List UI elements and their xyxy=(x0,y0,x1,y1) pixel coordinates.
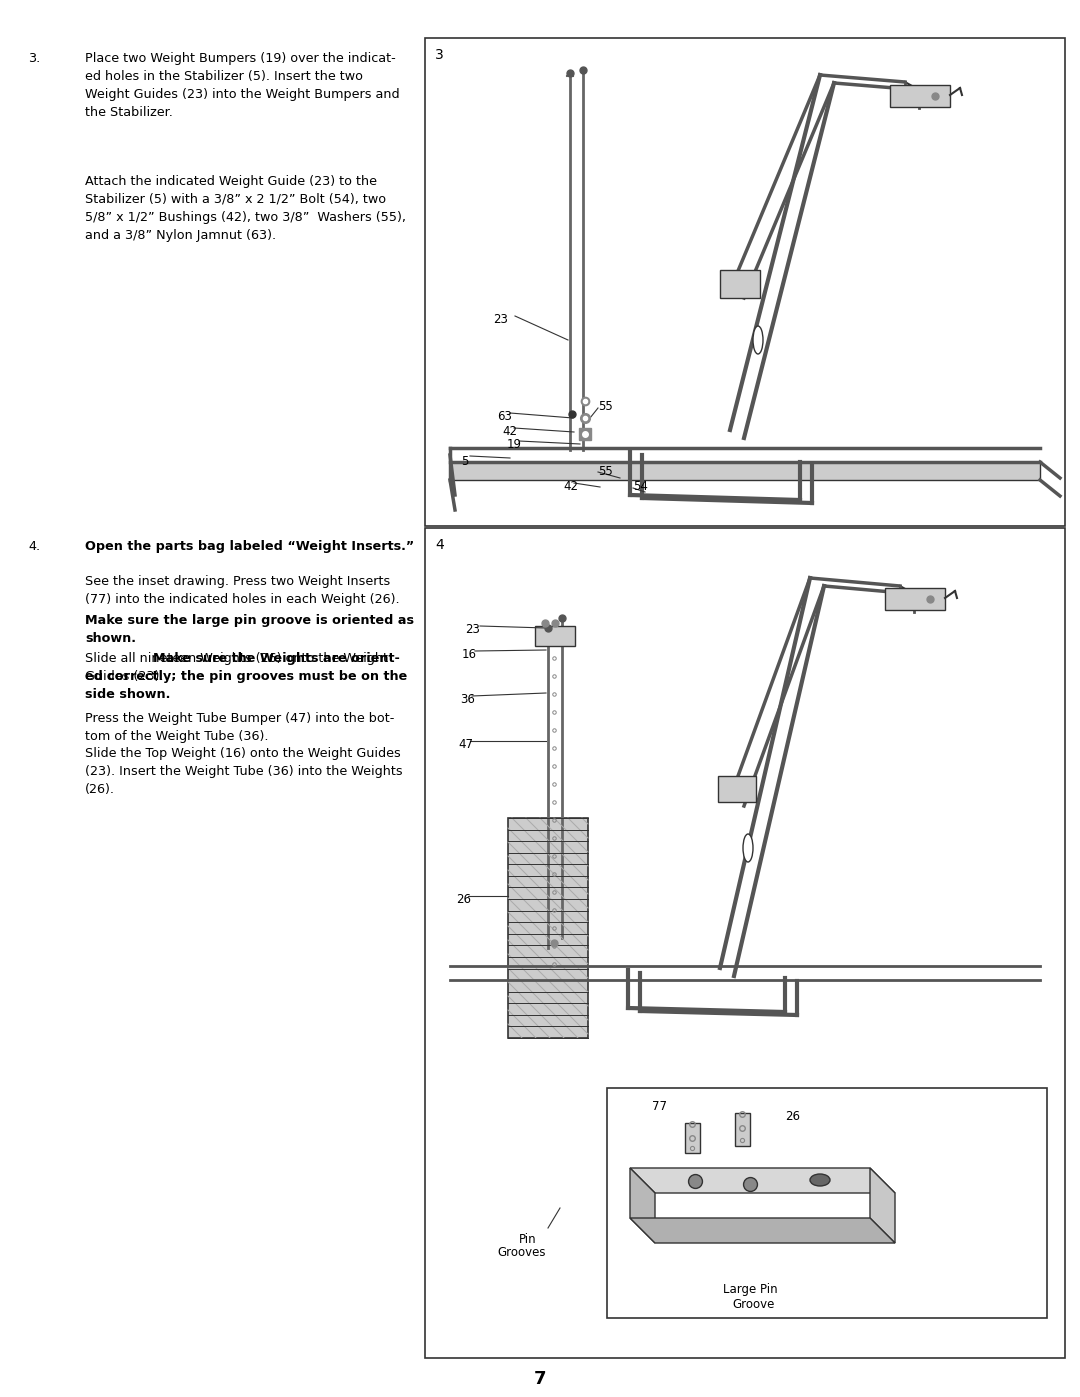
Bar xyxy=(718,775,756,802)
Text: 3.: 3. xyxy=(28,52,40,66)
Ellipse shape xyxy=(753,326,762,353)
Text: 23: 23 xyxy=(465,623,480,636)
Bar xyxy=(885,588,945,610)
Bar xyxy=(426,38,1065,527)
Text: Slide all nineteen Weights (26) onto the Weight
Guides (23).: Slide all nineteen Weights (26) onto the… xyxy=(85,652,388,683)
Text: 36: 36 xyxy=(460,693,475,705)
Text: Stabilizer (5) with a 3/8” x 2 1/2” Bolt (54), two: Stabilizer (5) with a 3/8” x 2 1/2” Bolt… xyxy=(85,193,387,205)
Text: 4: 4 xyxy=(435,538,444,552)
Text: 5/8” x 1/2” Bushings (42), two 3/8”  Washers (55),: 5/8” x 1/2” Bushings (42), two 3/8” Wash… xyxy=(85,211,406,224)
Bar xyxy=(607,1088,1047,1317)
Text: 55: 55 xyxy=(598,400,612,414)
Text: side shown.: side shown. xyxy=(85,687,171,701)
Bar xyxy=(720,270,760,298)
Text: Pin: Pin xyxy=(519,1234,537,1246)
Text: Press the Weight Tube Bumper (47) into the bot-
tom of the Weight Tube (36).: Press the Weight Tube Bumper (47) into t… xyxy=(85,712,394,743)
Text: Grooves: Grooves xyxy=(498,1246,546,1259)
Text: Make sure the large pin groove is oriented as
shown.: Make sure the large pin groove is orient… xyxy=(85,615,414,645)
Text: 5: 5 xyxy=(461,455,469,468)
Text: 77: 77 xyxy=(652,1099,667,1113)
Text: Slide the Top Weight (16) onto the Weight Guides
(23). Insert the Weight Tube (3: Slide the Top Weight (16) onto the Weigh… xyxy=(85,747,403,796)
Polygon shape xyxy=(630,1218,895,1243)
Bar xyxy=(890,85,950,108)
Polygon shape xyxy=(870,1168,895,1243)
Text: 16: 16 xyxy=(462,648,477,661)
Text: 3: 3 xyxy=(435,47,444,61)
Text: Place two Weight Bumpers (19) over the indicat-
ed holes in the Stabilizer (5). : Place two Weight Bumpers (19) over the i… xyxy=(85,52,400,119)
Text: See the inset drawing. Press two Weight Inserts
(77) into the indicated holes in: See the inset drawing. Press two Weight … xyxy=(85,576,400,606)
Text: 19: 19 xyxy=(507,439,522,451)
Polygon shape xyxy=(685,1123,700,1153)
Polygon shape xyxy=(735,1113,750,1146)
Text: 26: 26 xyxy=(785,1111,800,1123)
Text: ed correctly; the pin grooves must be on the: ed correctly; the pin grooves must be on… xyxy=(85,671,407,683)
Bar xyxy=(535,626,575,645)
Text: 23: 23 xyxy=(492,313,508,326)
Text: Groove: Groove xyxy=(733,1298,775,1310)
Polygon shape xyxy=(450,462,1040,481)
Bar xyxy=(508,819,588,1038)
Text: 55: 55 xyxy=(598,465,612,478)
Text: Attach the indicated Weight Guide (23) to the: Attach the indicated Weight Guide (23) t… xyxy=(85,175,377,189)
Text: 7: 7 xyxy=(534,1370,546,1389)
Text: 4.: 4. xyxy=(28,541,40,553)
Ellipse shape xyxy=(743,834,753,862)
Polygon shape xyxy=(630,1168,654,1243)
Polygon shape xyxy=(630,1168,895,1193)
Text: 26: 26 xyxy=(456,893,471,907)
Text: 42: 42 xyxy=(563,481,578,493)
Text: and a 3/8” Nylon Jamnut (63).: and a 3/8” Nylon Jamnut (63). xyxy=(85,229,276,242)
Text: Large Pin: Large Pin xyxy=(723,1282,778,1296)
Text: Make sure the Weights are orient-: Make sure the Weights are orient- xyxy=(153,652,400,665)
Ellipse shape xyxy=(810,1173,831,1186)
Text: Open the parts bag labeled “Weight Inserts.”: Open the parts bag labeled “Weight Inser… xyxy=(85,541,415,553)
Bar xyxy=(426,528,1065,1358)
Text: 47: 47 xyxy=(458,738,473,752)
Text: 54: 54 xyxy=(633,481,648,493)
Text: 63: 63 xyxy=(497,409,512,423)
Text: 42: 42 xyxy=(502,425,517,439)
